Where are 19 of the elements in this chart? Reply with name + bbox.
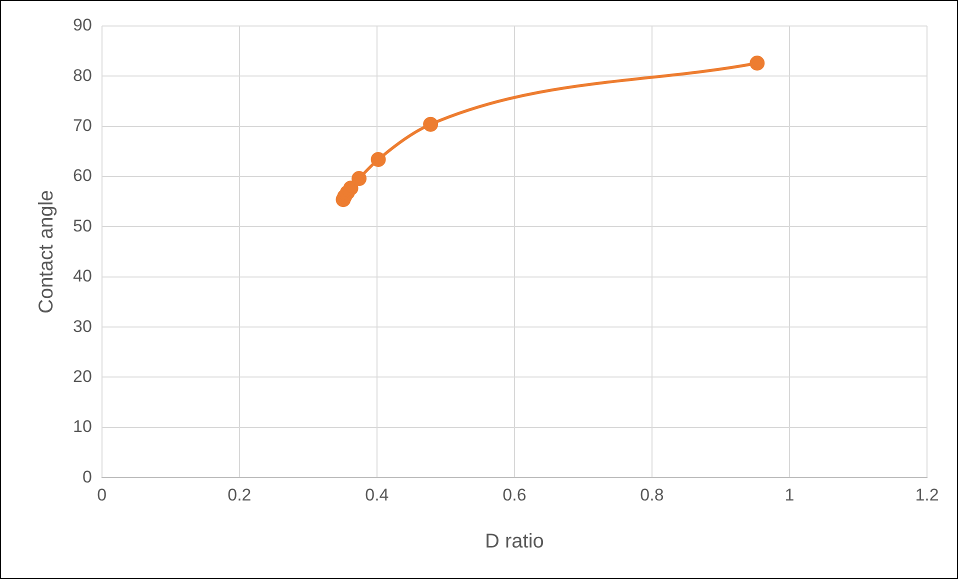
- y-tick-label: 40: [72, 266, 92, 286]
- y-tick-label: 30: [72, 316, 92, 336]
- y-tick-label: 0: [82, 467, 92, 486]
- x-tick-label: 0.2: [228, 485, 252, 504]
- x-tick-label: 1.2: [915, 485, 939, 504]
- x-tick-label: 0.4: [365, 485, 389, 504]
- x-tick-label: 0.8: [640, 485, 664, 504]
- y-axis-title: Contact angle: [36, 190, 58, 314]
- x-tick-label: 1: [784, 485, 794, 504]
- y-tick-label: 60: [72, 166, 92, 186]
- x-tick-label: 0.6: [502, 485, 526, 504]
- x-axis-title: D ratio: [485, 530, 544, 553]
- y-tick-label: 80: [72, 66, 92, 85]
- y-tick-label: 70: [72, 116, 92, 136]
- y-tick-label: 50: [72, 216, 92, 236]
- y-tick-label: 10: [72, 417, 92, 436]
- x-tick-label: 0: [97, 485, 107, 504]
- y-tick-label: 20: [72, 366, 92, 386]
- y-tick-label: 90: [72, 16, 92, 35]
